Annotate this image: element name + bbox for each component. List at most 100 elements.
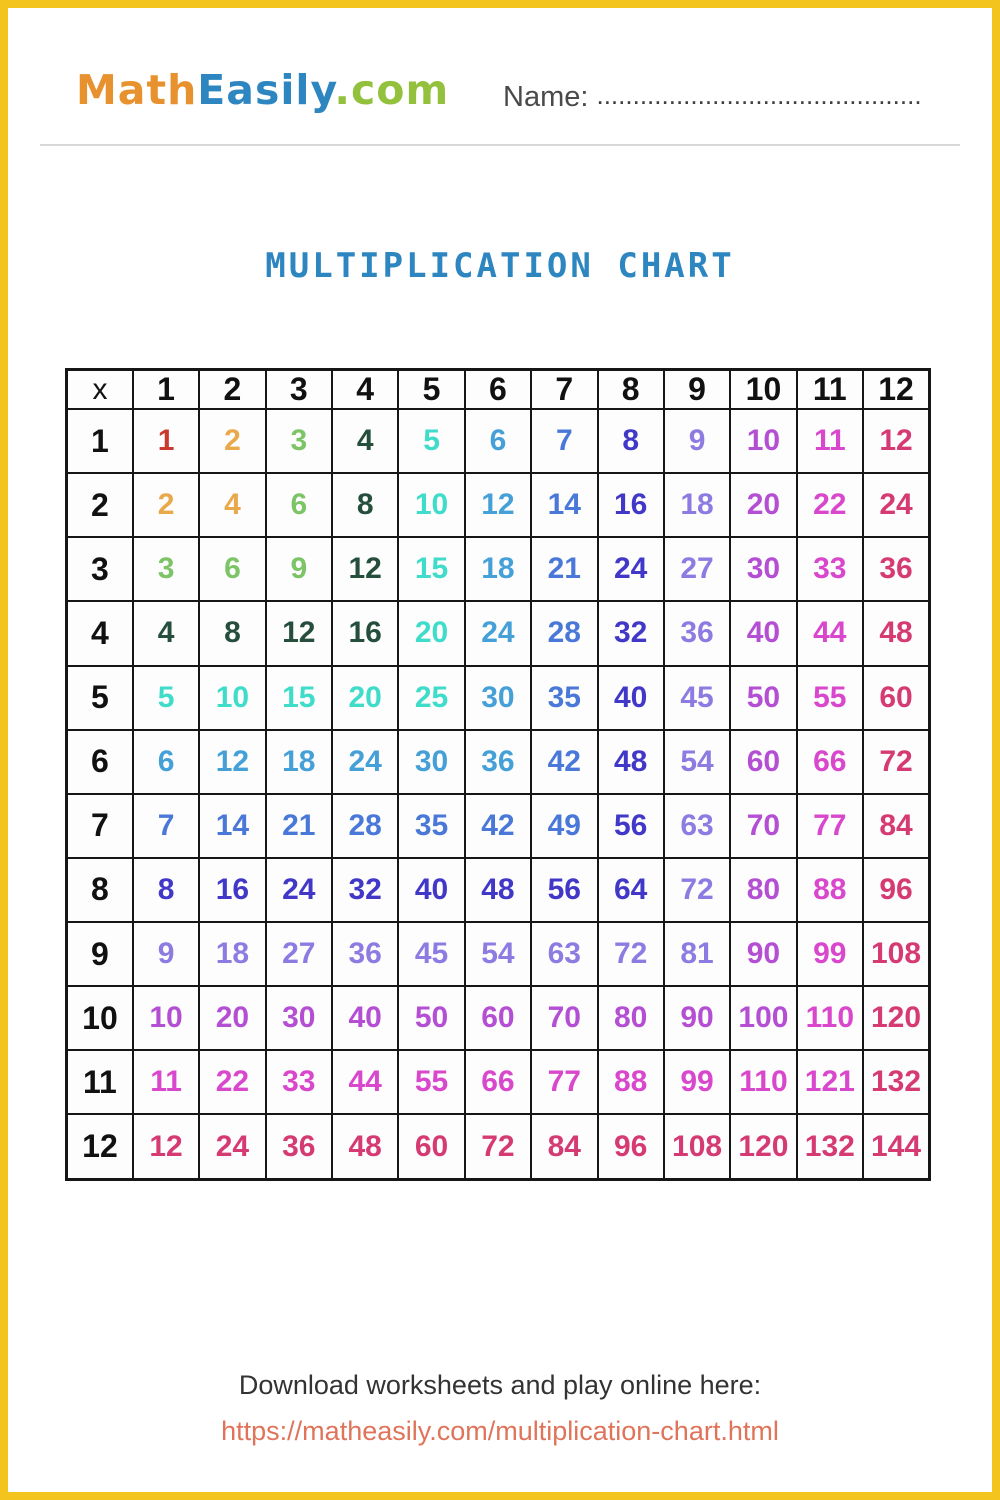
product-cell: 24 [264, 856, 334, 924]
row-header: 8 [65, 856, 134, 924]
product-cell: 55 [397, 1049, 466, 1116]
page-title: MULTIPLICATION CHART [265, 246, 735, 286]
product-cell: 42 [530, 728, 599, 795]
product-cell: 35 [530, 664, 599, 731]
table-row: 6 6 12 18 24 30 36 42 48 54 60 66 72 [65, 728, 931, 795]
product-cell: 48 [596, 728, 665, 795]
product-cell: 27 [662, 536, 732, 603]
header-divider [40, 144, 960, 146]
product-cell: 10 [198, 664, 267, 731]
product-cell: 30 [397, 728, 466, 795]
product-cell: 35 [397, 792, 466, 859]
product-cell: 120 [862, 985, 931, 1052]
product-cell: 72 [662, 856, 732, 924]
product-cell: 45 [662, 664, 732, 731]
product-cell: 4 [330, 407, 400, 475]
col-header: 7 [530, 368, 599, 410]
row-header: 1 [65, 407, 134, 475]
product-cell: 96 [596, 1113, 665, 1181]
logo-com: .com [334, 66, 450, 114]
product-cell: 36 [463, 728, 533, 795]
product-cell: 14 [530, 472, 599, 539]
product-cell: 7 [530, 407, 599, 475]
product-cell: 5 [397, 407, 466, 475]
footer-text: Download worksheets and play online here… [238, 1370, 762, 1400]
product-cell: 12 [463, 472, 533, 539]
product-cell: 80 [729, 856, 798, 924]
table-header-row: x 1 2 3 4 5 6 7 8 9 10 11 12 [65, 368, 931, 410]
product-cell: 60 [397, 1113, 466, 1181]
product-cell: 44 [330, 1049, 400, 1116]
table-row: 11 11 22 33 44 55 66 77 88 99 110 121 132 [65, 1049, 931, 1116]
product-cell: 11 [131, 1049, 201, 1116]
product-cell: 77 [795, 792, 865, 859]
product-cell: 24 [330, 728, 400, 795]
product-cell: 20 [729, 472, 798, 539]
product-cell: 48 [330, 1113, 400, 1181]
product-cell: 18 [198, 920, 267, 988]
product-cell: 30 [729, 536, 798, 603]
product-cell: 27 [264, 920, 334, 988]
product-cell: 10 [729, 407, 798, 475]
corner-cell: x [65, 368, 134, 410]
product-cell: 84 [862, 792, 931, 859]
col-header: 6 [463, 368, 533, 410]
product-cell: 12 [131, 1113, 201, 1181]
product-cell: 28 [530, 600, 599, 667]
product-cell: 24 [198, 1113, 267, 1181]
col-header: 11 [795, 368, 865, 410]
name-dotted-line[interactable]: ........................................… [596, 80, 922, 110]
product-cell: 36 [662, 600, 732, 667]
product-cell: 12 [264, 600, 334, 667]
row-header: 3 [65, 536, 134, 603]
table-row: 12 12 24 36 48 60 72 84 96 108 120 132 144 [65, 1113, 931, 1181]
table-row: 1 1 2 3 4 5 6 7 8 9 10 11 12 [65, 407, 931, 475]
product-cell: 16 [596, 472, 665, 539]
product-cell: 32 [330, 856, 400, 924]
product-cell: 16 [330, 600, 400, 667]
product-cell: 55 [795, 664, 865, 731]
product-cell: 72 [596, 920, 665, 988]
product-cell: 60 [463, 985, 533, 1052]
product-cell: 4 [131, 600, 201, 667]
product-cell: 66 [463, 1049, 533, 1116]
product-cell: 20 [198, 985, 267, 1052]
product-cell: 5 [131, 664, 201, 731]
product-cell: 64 [596, 856, 665, 924]
product-cell: 32 [596, 600, 665, 667]
name-field: Name: ..................................… [503, 80, 923, 114]
product-cell: 3 [264, 407, 334, 475]
table-row: 5 5 10 15 20 25 30 35 40 45 50 55 60 [65, 664, 931, 731]
product-cell: 30 [463, 664, 533, 731]
row-header: 11 [65, 1049, 134, 1116]
footer-link[interactable]: https://matheasily.com/multiplication-ch… [221, 1416, 779, 1446]
product-cell: 15 [397, 536, 466, 603]
product-cell: 110 [729, 1049, 798, 1116]
row-header: 7 [65, 792, 134, 859]
product-cell: 40 [397, 856, 466, 924]
product-cell: 56 [530, 856, 599, 924]
product-cell: 24 [463, 600, 533, 667]
product-cell: 88 [795, 856, 865, 924]
product-cell: 144 [862, 1113, 931, 1181]
product-cell: 8 [330, 472, 400, 539]
row-header: 10 [65, 985, 134, 1052]
product-cell: 54 [463, 920, 533, 988]
product-cell: 33 [795, 536, 865, 603]
product-cell: 2 [198, 407, 267, 475]
product-cell: 70 [729, 792, 798, 859]
row-header: 2 [65, 472, 134, 539]
product-cell: 33 [264, 1049, 334, 1116]
product-cell: 54 [662, 728, 732, 795]
table-row: 3 3 6 9 12 15 18 21 24 27 30 33 36 [65, 536, 931, 603]
product-cell: 45 [397, 920, 466, 988]
product-cell: 30 [264, 985, 334, 1052]
row-header: 6 [65, 728, 134, 795]
product-cell: 49 [530, 792, 599, 859]
table-row: 7 7 14 21 28 35 42 49 56 63 70 77 84 [65, 792, 931, 859]
product-cell: 6 [198, 536, 267, 603]
table-row: 2 2 4 6 8 10 12 14 16 18 20 22 24 [65, 472, 931, 539]
product-cell: 3 [131, 536, 201, 603]
product-cell: 22 [198, 1049, 267, 1116]
product-cell: 1 [131, 407, 201, 475]
